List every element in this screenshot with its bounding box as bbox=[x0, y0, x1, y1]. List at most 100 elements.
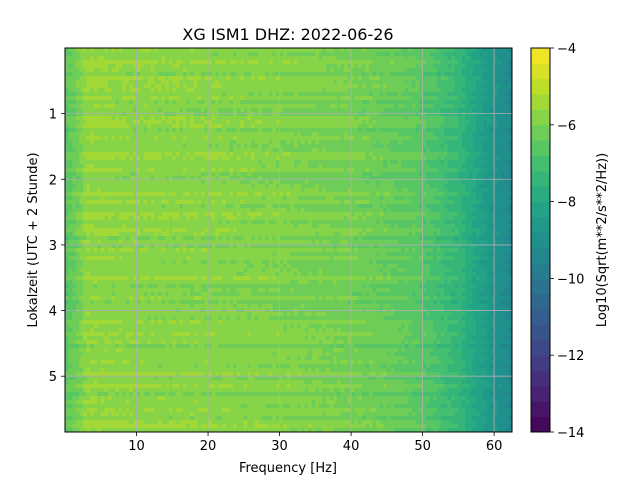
heatmap-cell bbox=[447, 180, 452, 185]
heatmap-cell bbox=[261, 92, 266, 97]
heatmap-cell bbox=[179, 128, 184, 133]
heatmap-cell bbox=[483, 112, 488, 117]
heatmap-cell bbox=[157, 56, 163, 61]
heatmap-cell bbox=[165, 92, 170, 97]
heatmap-cell bbox=[136, 160, 141, 165]
heatmap-cell bbox=[322, 72, 327, 77]
heatmap-cell bbox=[236, 76, 241, 81]
heatmap-cell bbox=[469, 136, 474, 141]
heatmap-cell bbox=[193, 196, 198, 201]
heatmap-cell bbox=[143, 52, 148, 57]
heatmap-cell bbox=[347, 64, 352, 69]
heatmap-cell bbox=[444, 160, 449, 165]
heatmap-cell bbox=[393, 200, 399, 205]
heatmap-cell bbox=[343, 140, 349, 145]
heatmap-cell bbox=[379, 144, 384, 149]
heatmap-cell bbox=[365, 112, 370, 117]
heatmap-cell bbox=[136, 148, 141, 153]
heatmap-cell bbox=[172, 172, 177, 177]
heatmap-cell bbox=[218, 192, 223, 197]
heatmap-cell bbox=[401, 68, 406, 73]
heatmap-cell bbox=[215, 60, 220, 65]
heatmap-cell bbox=[322, 176, 327, 181]
heatmap-cell bbox=[86, 92, 91, 97]
heatmap-cell bbox=[150, 56, 155, 61]
heatmap-cell bbox=[501, 128, 506, 133]
heatmap-cell bbox=[193, 96, 198, 101]
heatmap-cell bbox=[236, 52, 241, 57]
heatmap-cell bbox=[504, 56, 510, 61]
heatmap-cell bbox=[479, 108, 484, 113]
heatmap-cell bbox=[175, 60, 181, 65]
heatmap-cell bbox=[208, 172, 213, 177]
heatmap-cell bbox=[508, 192, 512, 197]
heatmap-cell bbox=[497, 76, 502, 81]
heatmap-cell bbox=[90, 164, 95, 169]
heatmap-cell bbox=[93, 172, 98, 177]
heatmap-cell bbox=[222, 144, 227, 149]
heatmap-cell bbox=[197, 48, 202, 53]
heatmap-cell bbox=[218, 200, 223, 205]
heatmap-cell bbox=[129, 152, 134, 157]
heatmap-cell bbox=[293, 176, 299, 181]
heatmap-cell bbox=[393, 64, 399, 69]
heatmap-cell bbox=[97, 188, 102, 193]
heatmap-cell bbox=[208, 144, 213, 149]
heatmap-cell bbox=[147, 192, 152, 197]
heatmap-cell bbox=[93, 112, 98, 117]
heatmap-cell bbox=[469, 196, 474, 201]
heatmap-cell bbox=[397, 128, 402, 133]
heatmap-cell bbox=[186, 148, 191, 153]
heatmap-cell bbox=[311, 136, 316, 141]
heatmap-cell bbox=[318, 60, 324, 65]
heatmap-cell bbox=[290, 48, 295, 53]
heatmap-cell bbox=[361, 112, 366, 117]
heatmap-cell bbox=[72, 160, 77, 165]
heatmap-cell bbox=[254, 116, 259, 121]
heatmap-cell bbox=[451, 112, 456, 117]
heatmap-cell bbox=[358, 204, 363, 209]
heatmap-cell bbox=[476, 116, 481, 121]
heatmap-cell bbox=[408, 68, 413, 73]
heatmap-cell bbox=[172, 164, 177, 169]
heatmap-cell bbox=[361, 72, 366, 77]
heatmap-cell bbox=[229, 204, 234, 209]
heatmap-cell bbox=[343, 172, 349, 177]
heatmap-cell bbox=[140, 88, 145, 93]
heatmap-cell bbox=[322, 184, 327, 189]
heatmap-cell bbox=[165, 84, 170, 89]
heatmap-cell bbox=[65, 172, 70, 177]
heatmap-cell bbox=[168, 88, 173, 93]
heatmap-cell bbox=[293, 184, 299, 189]
heatmap-cell bbox=[361, 160, 366, 165]
heatmap-cell bbox=[401, 148, 406, 153]
heatmap-cell bbox=[65, 112, 70, 117]
heatmap-cell bbox=[408, 148, 413, 153]
heatmap-cell bbox=[204, 80, 209, 85]
heatmap-cell bbox=[322, 152, 327, 157]
heatmap-cell bbox=[411, 68, 417, 73]
heatmap-cell bbox=[451, 72, 456, 77]
heatmap-cell bbox=[165, 192, 170, 197]
heatmap-cell bbox=[93, 116, 98, 121]
heatmap-cell bbox=[336, 156, 341, 161]
heatmap-cell bbox=[104, 144, 109, 149]
heatmap-cell bbox=[147, 64, 152, 69]
heatmap-cell bbox=[415, 120, 420, 125]
heatmap-cell bbox=[390, 64, 395, 69]
heatmap-cell bbox=[125, 72, 130, 77]
heatmap-cell bbox=[190, 204, 195, 209]
heatmap-cell bbox=[107, 100, 113, 105]
heatmap-cell bbox=[268, 96, 274, 101]
heatmap-cell bbox=[293, 124, 299, 129]
heatmap-cell bbox=[436, 148, 442, 153]
heatmap-cell bbox=[208, 60, 213, 65]
heatmap-cell bbox=[476, 88, 481, 93]
heatmap-cell bbox=[136, 124, 141, 129]
heatmap-cell bbox=[318, 96, 324, 101]
heatmap-cell bbox=[368, 56, 374, 61]
heatmap-cell bbox=[265, 104, 270, 109]
heatmap-cell bbox=[107, 168, 113, 173]
heatmap-cell bbox=[72, 64, 77, 69]
heatmap-cell bbox=[118, 164, 123, 169]
